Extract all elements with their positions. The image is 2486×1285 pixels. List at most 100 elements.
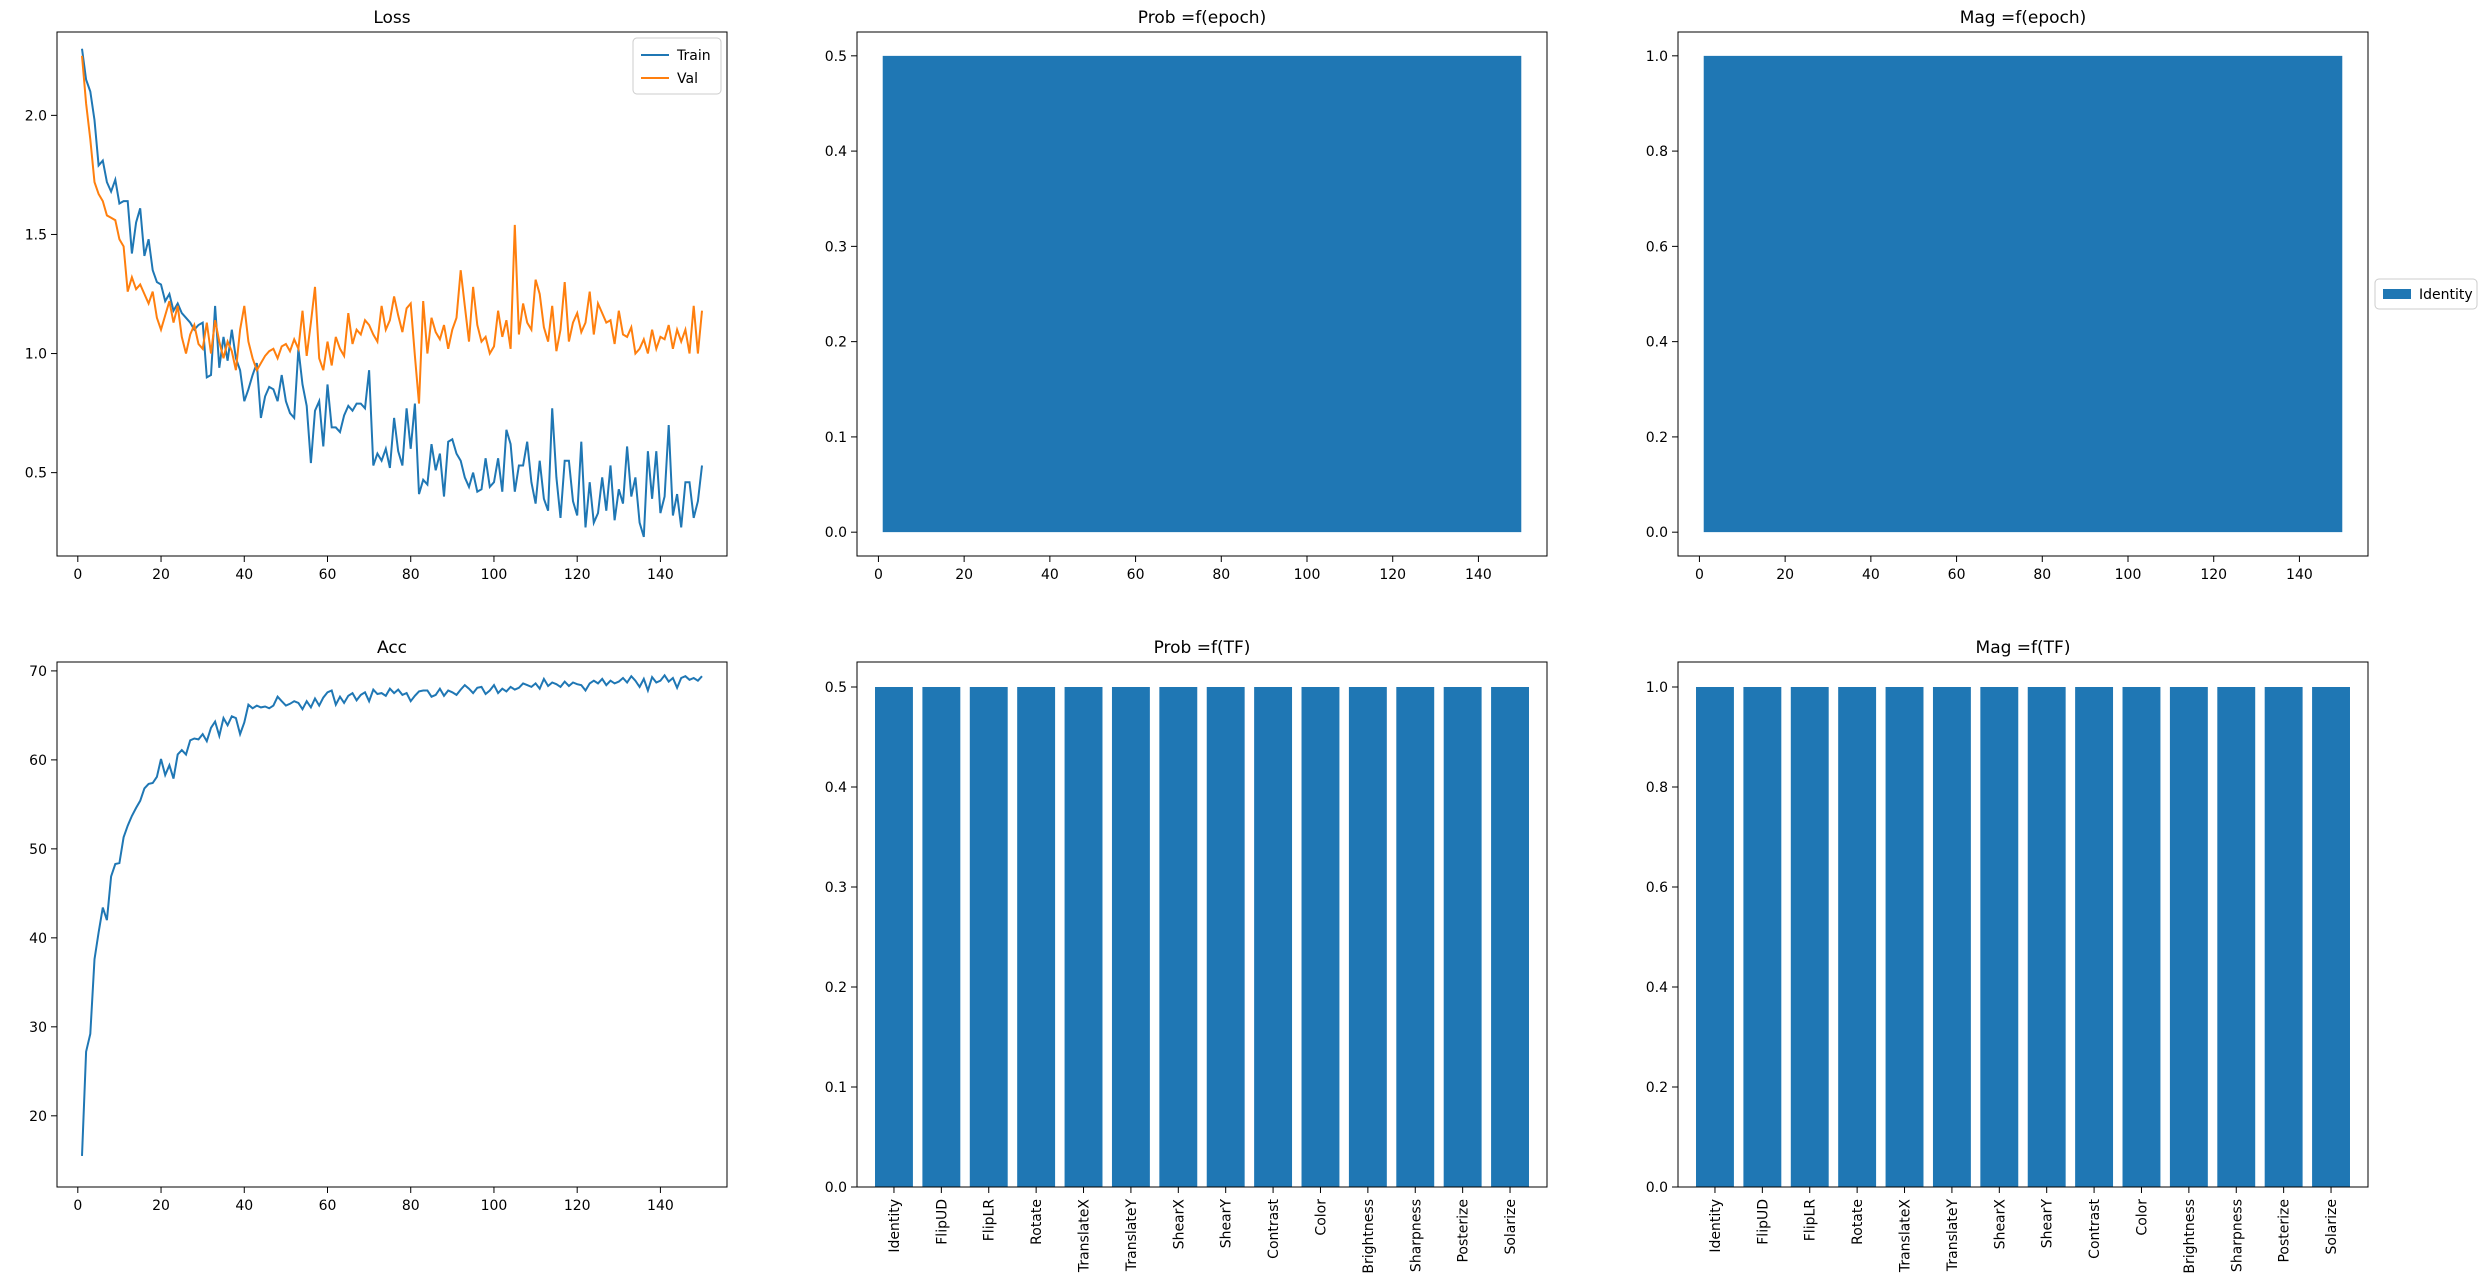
y-tick-label: 0.8	[1646, 780, 1668, 796]
y-tick-label: 2.0	[25, 108, 47, 124]
x-tick-label: 140	[647, 1198, 674, 1214]
bar	[1932, 687, 1971, 1187]
x-tick-label: 80	[1212, 567, 1230, 583]
y-tick-label: 0.1	[825, 430, 847, 446]
bar	[1696, 687, 1734, 1187]
line-series-val	[81, 55, 703, 404]
y-tick-label: 0.2	[825, 335, 847, 351]
bar	[1885, 687, 1924, 1187]
chart-acc: Acc 20 30 40 50 60 70 0 20 40 60 80 100 120 140	[29, 638, 728, 1214]
x-tick-label: 60	[1948, 567, 1966, 583]
bar	[1348, 687, 1387, 1187]
x-tick-label: 60	[319, 567, 337, 583]
x-tick-label: 20	[152, 567, 170, 583]
y-tick-label: 40	[29, 931, 47, 947]
x-tick-label: 20	[1776, 567, 1794, 583]
bar	[1838, 687, 1877, 1187]
x-tick-label: 0	[73, 1198, 82, 1214]
x-tick-label: 140	[647, 567, 674, 583]
axes-frame	[856, 661, 1548, 1188]
bar	[1443, 687, 1482, 1187]
x-tick-label: Sharpness	[2229, 1199, 2245, 1272]
x-tick-label: 120	[564, 1198, 591, 1214]
x-tick-label: 120	[2200, 567, 2227, 583]
y-tick-label: 0.1	[825, 1080, 847, 1096]
chart-loss: Loss 0.5 1.0 1.5 2.0 0 20 40 60 80 100 120 140 Train V…	[25, 8, 728, 583]
legend: Identity	[2374, 278, 2478, 310]
bar	[1980, 687, 2019, 1187]
y-tick-label: 1.0	[25, 347, 47, 363]
x-tick-label: Identity	[1708, 1199, 1724, 1253]
bar	[1396, 687, 1435, 1187]
x-tick-label: Brightness	[1361, 1199, 1377, 1274]
y-tick-label: 0.6	[1646, 239, 1668, 255]
x-tick-label: FlipUD	[1755, 1199, 1771, 1245]
bar	[1790, 687, 1829, 1187]
x-tick-label: 0	[874, 567, 883, 583]
x-tick-label: Color	[2134, 1199, 2150, 1236]
legend-label: Identity	[2419, 287, 2473, 303]
chart-mag-epoch: Mag =f(epoch) 0.0 0.2 0.4 0.6 0.8 1.0 0 20 40 60 80…	[1646, 8, 2478, 583]
y-tick-label: 0.5	[825, 680, 847, 696]
y-tick-label: 0.3	[825, 880, 847, 896]
y-tick-label: 0.4	[1646, 335, 1668, 351]
x-tick-label: 100	[481, 567, 508, 583]
x-tick-label: 80	[2033, 567, 2051, 583]
x-tick-label: ShearX	[1171, 1199, 1187, 1250]
x-tick-label: Rotate	[1029, 1199, 1045, 1245]
bar	[1159, 687, 1198, 1187]
x-tick-label: 40	[1862, 567, 1880, 583]
x-tick-label: ShearX	[1992, 1199, 2008, 1250]
bar	[2122, 687, 2161, 1187]
chart-prob-tf: Prob =f(TF) 0.0 0.1 0.2 0.3 0.4 0.5 Identity Fli…	[825, 638, 1548, 1274]
y-tick-label: 0.4	[825, 780, 847, 796]
bar	[1017, 687, 1056, 1187]
bar	[1491, 687, 1529, 1187]
area-series-identity	[1703, 55, 2343, 533]
bar	[1206, 687, 1245, 1187]
legend-box	[632, 37, 722, 95]
bar	[1111, 687, 1150, 1187]
y-tick-label: 0.4	[825, 144, 847, 160]
y-tick-label: 0.6	[1646, 880, 1668, 896]
x-tick-label: 100	[2115, 567, 2142, 583]
x-tick-label: Color	[1313, 1199, 1329, 1236]
y-tick-label: 0.8	[1646, 144, 1668, 160]
bar	[2169, 687, 2208, 1187]
x-tick-label: 20	[955, 567, 973, 583]
chart-title: Mag =f(epoch)	[1960, 8, 2087, 28]
x-tick-label: TranslateX	[1077, 1199, 1093, 1274]
y-tick-label: 1.0	[1646, 680, 1668, 696]
y-tick-label: 50	[29, 842, 47, 858]
chart-title: Loss	[373, 8, 410, 28]
y-tick-label: 0.0	[1646, 1180, 1668, 1196]
axes-frame	[856, 31, 1548, 557]
x-tick-label: TranslateY	[1124, 1199, 1140, 1273]
x-tick-label: 140	[1465, 567, 1492, 583]
y-tick-label: 0.2	[1646, 1080, 1668, 1096]
y-tick-label: 1.5	[25, 227, 47, 243]
x-tick-label: 80	[402, 567, 420, 583]
x-tick-label: TranslateY	[1945, 1199, 1961, 1273]
x-tick-label: 40	[235, 567, 253, 583]
y-tick-label: 30	[29, 1020, 47, 1036]
x-tick-label: ShearY	[2040, 1199, 2056, 1249]
x-tick-label: FlipLR	[1803, 1199, 1819, 1242]
y-tick-label: 0.5	[825, 49, 847, 65]
bar	[1301, 687, 1340, 1187]
x-tick-label: 40	[235, 1198, 253, 1214]
legend: Train Val	[632, 37, 722, 95]
bar	[922, 687, 961, 1187]
x-tick-label: Solarize	[1503, 1199, 1519, 1255]
x-tick-label: Solarize	[2324, 1199, 2340, 1255]
axes-frame	[56, 31, 728, 557]
x-tick-label: 40	[1041, 567, 1059, 583]
bar	[1254, 687, 1293, 1187]
x-tick-label: 120	[564, 567, 591, 583]
x-tick-label: 60	[1127, 567, 1145, 583]
x-tick-label: ShearY	[1219, 1199, 1235, 1249]
bar	[2312, 687, 2350, 1187]
y-tick-label: 0.5	[25, 466, 47, 482]
bar	[2027, 687, 2066, 1187]
